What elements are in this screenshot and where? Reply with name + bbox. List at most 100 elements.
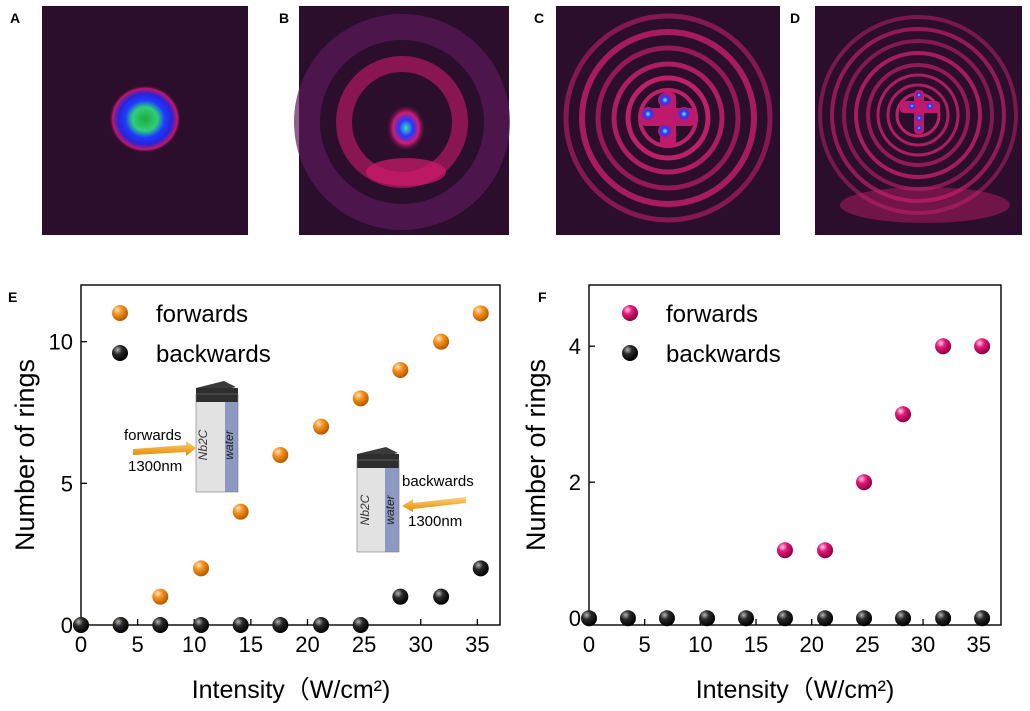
y-axis-label-e: Number of rings <box>10 359 40 551</box>
inset-forward-arrow <box>133 441 196 456</box>
data-point-forwards-e <box>313 418 330 435</box>
inset-forward-cuvette: Nb2C water forwards 1300nm <box>124 381 239 493</box>
data-point-forwards-f <box>776 542 793 559</box>
plot-frame-f <box>588 284 1002 626</box>
beam-image-c <box>556 6 780 235</box>
x-axis-label-f: Intensity（W/cm²) <box>696 676 895 704</box>
x-tick-label-f: 25 <box>855 632 879 657</box>
inset-forward-material: Nb2C <box>196 429 210 460</box>
inset-forward-wavelength: 1300nm <box>128 458 182 475</box>
legend-label-backwards-e: backwards <box>156 341 271 368</box>
x-tick-label-e: 10 <box>182 632 206 657</box>
data-point-backwards-f <box>974 610 991 627</box>
data-point-forwards-e <box>152 588 169 605</box>
x-tick-label-f: 20 <box>799 632 823 657</box>
legend-label-forwards-f: forwards <box>666 301 758 328</box>
inset-backward-material: Nb2C <box>358 494 372 525</box>
x-tick-label-e: 15 <box>239 632 263 657</box>
x-tick-label-e: 35 <box>465 632 489 657</box>
legend-label-backwards-f: backwards <box>666 341 781 368</box>
data-point-forwards-f <box>856 474 873 491</box>
panel-label-d: D <box>790 10 800 26</box>
data-point-forwards-f <box>895 406 912 423</box>
inset-backward-wavelength: 1300nm <box>408 513 462 530</box>
y-tick-label-e: 0 <box>61 613 73 638</box>
legend-marker-forwards-e <box>112 305 128 321</box>
panel-label-b: B <box>279 10 289 26</box>
data-point-backwards-f <box>619 610 636 627</box>
beam-image-d <box>815 6 1022 235</box>
data-point-backwards-f <box>699 610 716 627</box>
x-tick-label-f: 30 <box>911 632 935 657</box>
x-tick-label-e: 30 <box>408 632 432 657</box>
chart-e: 0 5 10 15 20 25 30 35 0 5 10 Number of rings Inte… <box>10 284 501 704</box>
x-tick-label-f: 15 <box>744 632 768 657</box>
x-tick-label-e: 25 <box>352 632 376 657</box>
data-point-forwards-e <box>272 447 289 463</box>
legend-f: forwards backwards <box>622 301 781 368</box>
data-point-backwards-e <box>193 617 210 633</box>
inset-backward-arrow <box>402 497 466 512</box>
data-point-backwards-e <box>73 617 89 633</box>
inset-backward-liquid: water <box>383 494 397 524</box>
data-point-forwards-e <box>232 503 249 520</box>
beam-image-a <box>42 6 248 235</box>
data-point-backwards-e <box>472 560 489 577</box>
legend-e: forwards backwards <box>112 301 271 368</box>
x-tick-label-f: 35 <box>966 632 990 657</box>
legend-marker-backwards-f <box>622 345 638 361</box>
x-tick-label-e: 0 <box>75 632 87 657</box>
data-point-forwards-e <box>472 305 489 322</box>
data-point-backwards-e <box>313 617 330 633</box>
chart-f: 0 5 10 15 20 25 30 35 0 2 4 Number of rings Inten… <box>521 284 1002 704</box>
data-point-backwards-f <box>817 610 834 627</box>
x-axis-label-e: Intensity（W/cm²) <box>192 676 391 704</box>
legend-marker-forwards-f <box>622 305 638 321</box>
y-tick-label-f: 2 <box>569 470 581 495</box>
data-point-backwards-f <box>738 610 755 627</box>
panel-label-a: A <box>10 10 20 26</box>
plot-frame-e <box>80 284 501 626</box>
data-point-backwards-f <box>935 610 952 627</box>
inset-forward-liquid: water <box>222 429 236 459</box>
legend-label-forwards-e: forwards <box>156 301 248 328</box>
x-tick-label-f: 5 <box>639 632 651 657</box>
panel-label-c: C <box>534 10 544 26</box>
beam-image-b <box>294 6 510 235</box>
x-tick-label-e: 5 <box>131 632 143 657</box>
inset-forward-direction: forwards <box>124 427 182 444</box>
data-point-forwards-e <box>193 560 210 577</box>
x-tick-label-f: 0 <box>583 632 595 657</box>
data-point-backwards-f <box>776 610 793 627</box>
panel-label-f: F <box>538 289 547 305</box>
data-point-forwards-f <box>935 338 952 355</box>
data-point-forwards-f <box>817 542 834 559</box>
panel-label-e: E <box>8 289 17 305</box>
inset-backward-direction: backwards <box>402 473 474 490</box>
data-point-backwards-e <box>112 617 129 633</box>
data-point-backwards-e <box>232 617 249 633</box>
inset-backward-cuvette: Nb2C water backwards 1300nm <box>356 447 474 553</box>
data-point-forwards-e <box>433 333 450 350</box>
data-point-backwards-e <box>352 617 369 633</box>
y-tick-label-e: 10 <box>49 330 73 355</box>
x-tick-label-f: 10 <box>688 632 712 657</box>
data-point-backwards-e <box>272 617 289 633</box>
data-point-backwards-f <box>856 610 873 627</box>
data-point-backwards-f <box>581 610 597 627</box>
y-tick-label-f: 0 <box>569 606 581 631</box>
data-point-forwards-e <box>352 390 369 407</box>
data-point-backwards-f <box>658 610 675 627</box>
legend-marker-backwards-e <box>112 345 128 361</box>
data-point-backwards-e <box>433 588 450 605</box>
y-tick-label-f: 4 <box>569 334 581 359</box>
y-axis-label-f: Number of rings <box>521 359 551 551</box>
x-tick-label-e: 20 <box>295 632 319 657</box>
y-tick-label-e: 5 <box>61 471 73 496</box>
data-point-backwards-e <box>152 617 169 633</box>
data-point-backwards-f <box>895 610 912 627</box>
data-point-forwards-f <box>974 338 991 355</box>
data-point-backwards-e <box>392 588 409 605</box>
data-point-forwards-e <box>392 362 409 378</box>
